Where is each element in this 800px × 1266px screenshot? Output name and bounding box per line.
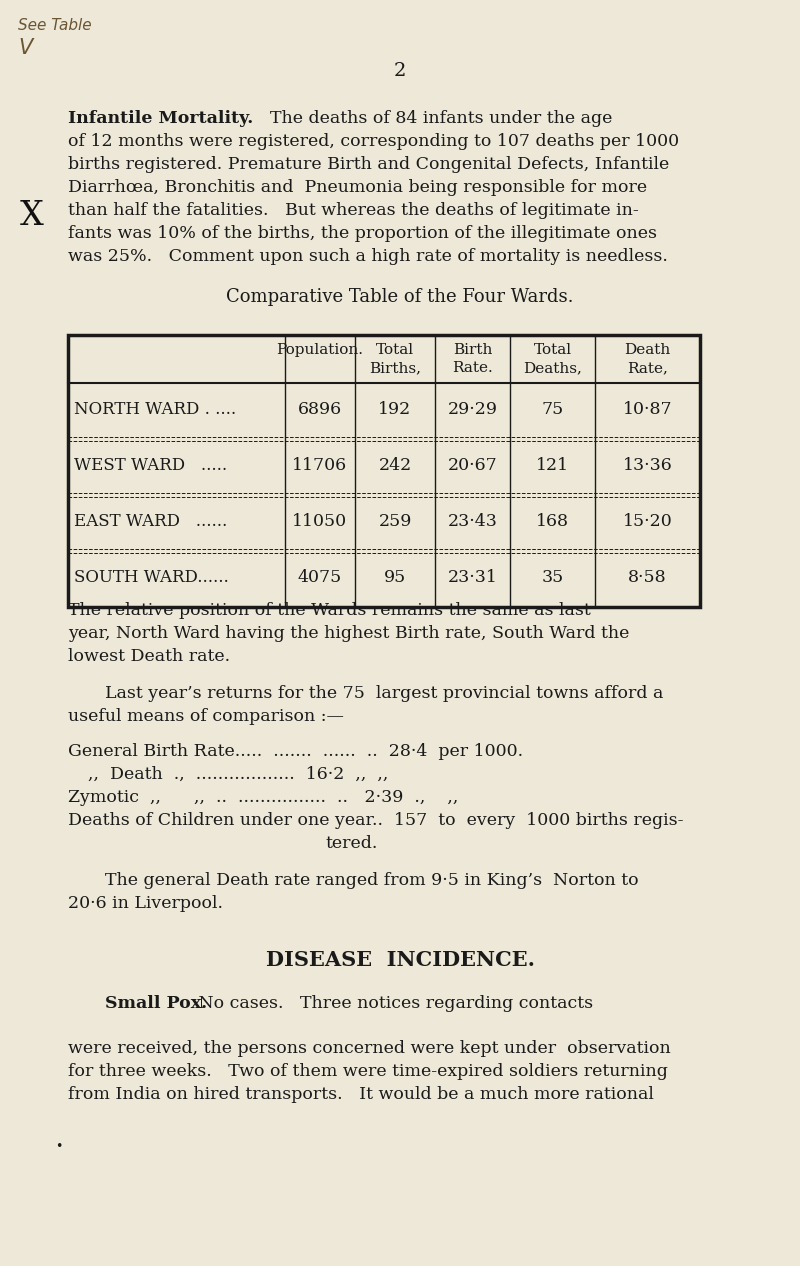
Text: 75: 75	[542, 401, 564, 418]
Text: 13·36: 13·36	[622, 457, 672, 473]
Text: V: V	[18, 38, 32, 58]
Text: Deaths of Children under one year..  157  to  every  1000 births regis-: Deaths of Children under one year.. 157 …	[68, 812, 683, 829]
Text: ,,  Death  .,  ..................  16·2  ,,  ,,: ,, Death ., .................. 16·2 ,, ,…	[88, 766, 388, 782]
Text: X: X	[20, 200, 44, 232]
Text: •: •	[55, 1139, 62, 1153]
Text: Diarrhœa, Bronchitis and  Pneumonia being responsible for more: Diarrhœa, Bronchitis and Pneumonia being…	[68, 179, 647, 196]
Text: 20·67: 20·67	[448, 457, 498, 473]
Text: 2: 2	[394, 62, 406, 80]
Text: from India on hired transports.   It would be a much more rational: from India on hired transports. It would…	[68, 1086, 654, 1103]
Text: No cases.   Three notices regarding contacts: No cases. Three notices regarding contac…	[193, 995, 593, 1012]
Text: General Birth Rate.....  .......  ......  ..  28·4  per 1000.: General Birth Rate..... ....... ...... .…	[68, 743, 523, 760]
Text: Small Pox.: Small Pox.	[105, 995, 207, 1012]
Text: 121: 121	[536, 457, 569, 473]
Text: useful means of comparison :—: useful means of comparison :—	[68, 708, 344, 725]
Text: for three weeks.   Two of them were time-expired soldiers returning: for three weeks. Two of them were time-e…	[68, 1063, 668, 1080]
Text: Rate,: Rate,	[627, 361, 668, 375]
Text: 20·6 in Liverpool.: 20·6 in Liverpool.	[68, 895, 223, 912]
Text: 23·43: 23·43	[447, 513, 498, 530]
Text: 11706: 11706	[293, 457, 347, 473]
Text: Infantile Mortality.: Infantile Mortality.	[68, 110, 254, 127]
Text: 242: 242	[378, 457, 412, 473]
Text: SOUTH WARD......: SOUTH WARD......	[74, 568, 229, 586]
Text: The deaths of 84 infants under the age: The deaths of 84 infants under the age	[270, 110, 612, 127]
Text: Total: Total	[376, 343, 414, 357]
Text: Births,: Births,	[369, 361, 421, 375]
Text: Population.: Population.	[277, 343, 363, 357]
Text: 35: 35	[542, 568, 564, 586]
Text: 10·87: 10·87	[622, 401, 672, 418]
Text: births registered. Premature Birth and Congenital Defects, Infantile: births registered. Premature Birth and C…	[68, 156, 670, 173]
Text: Death: Death	[624, 343, 670, 357]
Text: WEST WARD   .....: WEST WARD .....	[74, 457, 227, 473]
Text: Comparative Table of the Four Wards.: Comparative Table of the Four Wards.	[226, 287, 574, 306]
Text: 95: 95	[384, 568, 406, 586]
Text: 8·58: 8·58	[628, 568, 667, 586]
Text: lowest Death rate.: lowest Death rate.	[68, 648, 230, 665]
Text: Deaths,: Deaths,	[523, 361, 582, 375]
Text: 168: 168	[536, 513, 569, 530]
Text: Birth: Birth	[453, 343, 492, 357]
Text: tered.: tered.	[325, 836, 378, 852]
Text: 4075: 4075	[298, 568, 342, 586]
Text: of 12 months were registered, corresponding to 107 deaths per 1000: of 12 months were registered, correspond…	[68, 133, 679, 149]
Text: than half the fatalities.   But whereas the deaths of legitimate in-: than half the fatalities. But whereas th…	[68, 203, 638, 219]
Text: 15·20: 15·20	[622, 513, 672, 530]
Bar	[68, 335, 700, 606]
Text: Rate.: Rate.	[452, 361, 493, 375]
Text: The relative position of the Wards remains the same as last: The relative position of the Wards remai…	[68, 603, 590, 619]
Text: Total: Total	[534, 343, 571, 357]
Text: year, North Ward having the highest Birth rate, South Ward the: year, North Ward having the highest Birt…	[68, 625, 630, 642]
Text: 192: 192	[378, 401, 412, 418]
Text: See Table: See Table	[18, 18, 92, 33]
Text: Zymotic  ,,      ,,  ..  ................  ..   2·39  .,    ,,: Zymotic ,, ,, .. ................ .. 2·3…	[68, 789, 458, 806]
Text: NORTH WARD . ....: NORTH WARD . ....	[74, 401, 236, 418]
Text: 29·29: 29·29	[447, 401, 498, 418]
Text: Last year’s returns for the 75  largest provincial towns afford a: Last year’s returns for the 75 largest p…	[105, 685, 663, 703]
Text: DISEASE  INCIDENCE.: DISEASE INCIDENCE.	[266, 950, 534, 970]
Text: were received, the persons concerned were kept under  observation: were received, the persons concerned wer…	[68, 1039, 670, 1057]
Text: 23·31: 23·31	[447, 568, 498, 586]
Text: EAST WARD   ......: EAST WARD ......	[74, 513, 227, 530]
Text: 6896: 6896	[298, 401, 342, 418]
Text: was 25%.   Comment upon such a high rate of mortality is needless.: was 25%. Comment upon such a high rate o…	[68, 248, 668, 265]
Text: 259: 259	[378, 513, 412, 530]
Text: fants was 10% of the births, the proportion of the illegitimate ones: fants was 10% of the births, the proport…	[68, 225, 657, 242]
Text: 11050: 11050	[293, 513, 347, 530]
Text: The general Death rate ranged from 9·5 in King’s  Norton to: The general Death rate ranged from 9·5 i…	[105, 872, 638, 889]
